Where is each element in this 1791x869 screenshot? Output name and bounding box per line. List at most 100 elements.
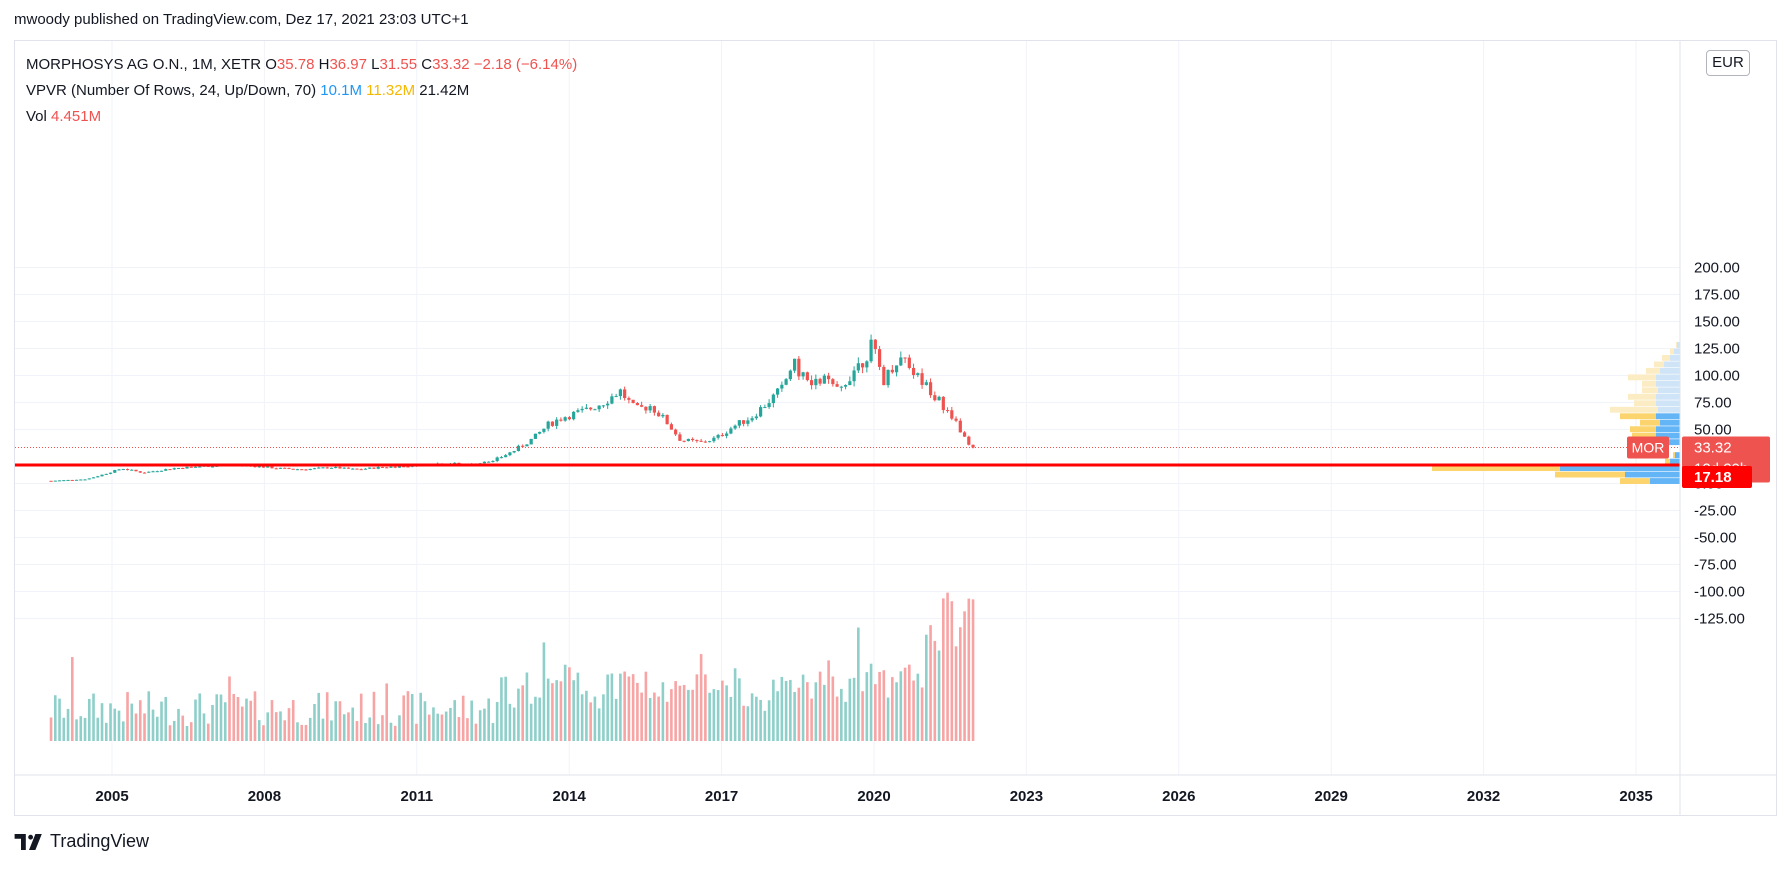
candle-body <box>754 416 758 419</box>
volume-bar <box>402 695 406 741</box>
candle-body <box>546 421 550 429</box>
candle-body <box>860 363 865 368</box>
vp-down-bar <box>1642 387 1658 394</box>
volume-bar <box>810 698 813 741</box>
candle-body <box>814 378 818 386</box>
symbol-tag-label: MOR <box>1632 440 1665 456</box>
vp-up-bar <box>1670 354 1680 361</box>
candle-body <box>342 467 346 469</box>
volume-bar <box>325 692 329 741</box>
volume-bar <box>143 713 146 741</box>
legend-symbol-row[interactable]: MORPHOSYS AG O.N., 1M, XETR O35.78 H36.9… <box>26 52 577 78</box>
candle-body <box>295 469 300 471</box>
volume-bar <box>466 718 469 741</box>
candle-body <box>967 436 971 445</box>
candle-body <box>198 466 202 468</box>
chart-frame[interactable] <box>14 40 1777 816</box>
candle-body <box>142 472 147 474</box>
candle-body <box>482 461 487 464</box>
candle-body <box>117 469 121 471</box>
volume-bar <box>971 599 975 741</box>
volume-bar <box>916 673 920 741</box>
time-tick-label: 2032 <box>1467 788 1500 805</box>
candle-body <box>894 365 899 373</box>
candle-body <box>950 410 954 419</box>
volume-bar <box>597 708 601 741</box>
volume-bar <box>313 704 316 741</box>
volume-bar <box>257 720 261 741</box>
currency-badge[interactable]: EUR <box>1706 50 1750 76</box>
candle-body <box>916 373 920 376</box>
candle-body <box>682 440 686 442</box>
candle-body <box>882 366 886 386</box>
volume-bars <box>49 592 975 741</box>
vp-down-bar <box>1628 374 1656 381</box>
volume-bar <box>721 680 724 741</box>
candle-body <box>504 455 508 458</box>
volume-bar <box>784 680 788 741</box>
volume-bar <box>130 703 134 741</box>
candle-body <box>393 466 397 468</box>
volume-bar <box>895 682 898 741</box>
candle-body <box>53 480 57 482</box>
volume-bar <box>461 695 465 741</box>
volume-bar <box>211 704 214 741</box>
volume-bar <box>661 682 665 741</box>
candle-body <box>346 467 351 469</box>
legend-vol-row[interactable]: Vol 4.451M <box>26 104 577 130</box>
volume-bar <box>746 706 750 741</box>
volume-bar <box>53 695 57 741</box>
legend-close-value: 33.32 <box>432 56 470 73</box>
volume-bar <box>389 722 393 741</box>
volume-bar <box>691 689 694 741</box>
volume-bar <box>253 691 257 741</box>
volume-bar <box>937 650 941 741</box>
candle-body <box>317 467 321 469</box>
volume-bar <box>75 719 78 741</box>
volume-bar <box>818 671 822 741</box>
volume-bar <box>827 660 830 741</box>
volume-bar <box>398 715 401 741</box>
candle-body <box>491 461 495 463</box>
candle-body <box>797 358 801 377</box>
volume-bar <box>410 694 414 741</box>
candle-body <box>729 428 733 434</box>
legend-vpvr-row[interactable]: VPVR (Number Of Rows, 24, Up/Down, 70) 1… <box>26 78 577 104</box>
candle-body <box>406 466 410 468</box>
candle-body <box>771 394 775 404</box>
volume-bar <box>886 697 890 741</box>
volume-bar <box>648 698 652 741</box>
candle-body <box>164 469 168 471</box>
volume-bar <box>92 693 95 741</box>
volume-bar <box>381 715 384 741</box>
candle-body <box>703 441 707 443</box>
volume-bar <box>653 692 656 741</box>
candle-body <box>746 420 750 424</box>
candle-body <box>550 421 555 426</box>
candle-body <box>652 406 656 413</box>
vp-down-bar <box>1673 452 1675 459</box>
legend-low-value: 31.55 <box>379 56 418 73</box>
volume-bar <box>185 725 189 741</box>
volume-bar <box>840 688 843 741</box>
volume-bar <box>755 696 758 741</box>
candle-body <box>793 358 797 371</box>
legend-high-value: 36.97 <box>329 56 367 73</box>
volume-bar <box>865 672 869 741</box>
candle-body <box>66 479 70 481</box>
tradingview-brand[interactable]: TradingView <box>14 831 149 852</box>
volume-bar <box>83 717 87 741</box>
volume-bar <box>291 700 295 741</box>
candle-body <box>567 417 572 420</box>
volume-bar <box>763 710 767 741</box>
volume-bar <box>610 673 614 741</box>
volume-bar <box>500 677 503 741</box>
volume-bar <box>716 690 720 741</box>
vp-down-bar <box>1610 406 1658 413</box>
candle-body <box>933 395 937 401</box>
volume-bar <box>121 721 125 741</box>
volume-bar <box>359 693 363 741</box>
volume-bar <box>355 721 359 741</box>
candle-body <box>563 417 567 421</box>
